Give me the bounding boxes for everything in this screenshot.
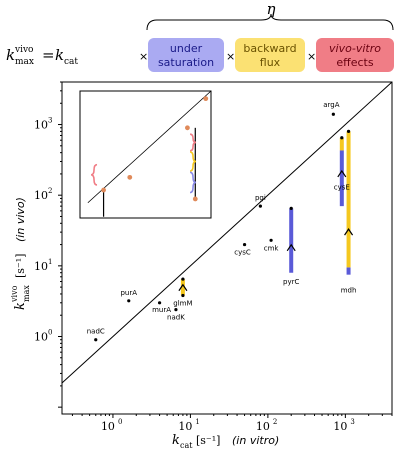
point-label-purA: purA bbox=[120, 289, 137, 297]
inset-point bbox=[185, 125, 190, 131]
lhs-k: k bbox=[6, 46, 15, 64]
point-nadK bbox=[174, 308, 178, 312]
box-backward-flux bbox=[235, 38, 305, 72]
box-under-saturation-line1: under bbox=[170, 42, 203, 55]
inset-point bbox=[203, 96, 209, 102]
bar-endpoint-cysE bbox=[340, 136, 344, 140]
point-label-pgi: pgi bbox=[255, 194, 266, 202]
point-murA bbox=[157, 301, 162, 305]
eta-label: η bbox=[267, 0, 276, 18]
point-label-cysC: cysC bbox=[234, 249, 251, 257]
lhs-sub: max bbox=[15, 57, 34, 67]
point-cmk bbox=[269, 238, 273, 242]
bar-endpoint-mdh bbox=[346, 129, 351, 133]
arrow-up bbox=[344, 228, 354, 236]
box-vivo-vitro-line2: effects bbox=[336, 56, 373, 69]
bar-label-mdh: mdh bbox=[341, 286, 357, 294]
x-tick-exp: 3 bbox=[350, 418, 354, 426]
y-tick-exp: 0 bbox=[48, 328, 52, 336]
inset-point bbox=[192, 196, 198, 202]
inset-brace bbox=[189, 171, 197, 194]
point-label-cmk: cmk bbox=[264, 244, 280, 252]
xlabel-k: k bbox=[172, 433, 180, 448]
y-tick-exp: 2 bbox=[48, 187, 52, 195]
box-under-saturation bbox=[148, 38, 224, 72]
x-tick-exp: 2 bbox=[273, 418, 277, 426]
inset-identity-line bbox=[87, 90, 212, 204]
box-backward-flux-line2: flux bbox=[260, 56, 281, 69]
y-tick-label: 10 bbox=[34, 119, 48, 132]
box-backward-flux-line1: backward bbox=[243, 42, 296, 55]
inset-point bbox=[101, 187, 106, 193]
y-tick-label: 10 bbox=[34, 330, 48, 343]
arrow-up bbox=[178, 283, 188, 292]
box-under-saturation-line2: saturation bbox=[158, 56, 214, 69]
point-label-murA: murA bbox=[152, 306, 171, 314]
y-tick-exp: 1 bbox=[48, 258, 52, 266]
data-arrows bbox=[178, 169, 354, 292]
inset bbox=[79, 90, 212, 219]
arrow-up bbox=[337, 169, 347, 178]
inset-frame bbox=[79, 90, 212, 219]
inset-brace bbox=[90, 163, 98, 186]
rhs-sub: cat bbox=[64, 57, 78, 67]
ylabel-note: (in vivo) bbox=[14, 197, 27, 242]
y-tick-label: 10 bbox=[34, 189, 48, 202]
bar-endpoint-glmM-bar bbox=[181, 277, 185, 281]
x-tick-label: 10 bbox=[101, 420, 115, 433]
point-label-argA: argA bbox=[323, 101, 339, 109]
times-2: × bbox=[226, 50, 235, 63]
inset-brace bbox=[189, 151, 197, 172]
inset-point bbox=[127, 174, 133, 180]
point-pgi bbox=[258, 204, 262, 208]
rhs-k: k bbox=[55, 46, 64, 64]
arrow-up bbox=[286, 243, 296, 252]
xlabel-sub: cat bbox=[180, 441, 193, 450]
equals-sign: = bbox=[42, 46, 55, 64]
bar-label-cysE: cysE bbox=[334, 184, 350, 192]
lhs-sup: vivo bbox=[14, 45, 33, 55]
ylabel-unit: [s⁻¹] bbox=[14, 254, 27, 278]
x-tick-label: 10 bbox=[333, 420, 347, 433]
identity-line bbox=[61, 81, 393, 384]
y-tick-exp: 3 bbox=[48, 117, 52, 125]
point-argA bbox=[331, 112, 335, 116]
box-vivo-vitro-effects bbox=[316, 38, 394, 72]
x-axis-label: k cat [s⁻¹] (in vitro) bbox=[172, 433, 279, 450]
xlabel-note: (in vitro) bbox=[232, 434, 279, 447]
x-tick-exp: 0 bbox=[118, 418, 122, 426]
point-cysC bbox=[242, 242, 247, 247]
point-label-nadK: nadK bbox=[167, 314, 185, 322]
bar-label-pyrC: pyrC bbox=[283, 278, 299, 286]
eta-brace bbox=[146, 13, 394, 31]
point-glmM bbox=[181, 293, 185, 298]
xlabel-unit: [s⁻¹] bbox=[196, 434, 220, 447]
point-label-glmM: glmM bbox=[173, 300, 192, 308]
x-tick-label: 10 bbox=[256, 420, 270, 433]
x-tick-exp: 1 bbox=[195, 418, 199, 426]
axis-ticks: 10 0 10 1 10 2 10 310 010 110 210 3 bbox=[34, 81, 393, 433]
ylabel-k: k bbox=[13, 302, 28, 310]
point-nadC bbox=[94, 338, 98, 342]
point-purA bbox=[127, 299, 131, 303]
point-label-nadC: nadC bbox=[87, 328, 105, 336]
inset-brace bbox=[189, 133, 197, 152]
x-tick-label: 10 bbox=[178, 420, 192, 433]
equation-header: η k vivo max = k cat × under saturation … bbox=[6, 0, 394, 72]
y-axis-label: k vivo max [s⁻¹] (in vivo) bbox=[10, 197, 31, 310]
inset-content bbox=[87, 90, 212, 217]
times-3: × bbox=[307, 50, 316, 63]
y-tick-label: 10 bbox=[34, 260, 48, 273]
ylabel-sup: vivo bbox=[10, 285, 19, 303]
data-bars bbox=[180, 129, 351, 296]
bar-endpoint-pyrC bbox=[289, 206, 293, 211]
times-1: × bbox=[139, 50, 148, 63]
ylabel-sub: max bbox=[22, 285, 31, 302]
box-vivo-vitro-line1: vivo-vitro bbox=[329, 42, 381, 55]
